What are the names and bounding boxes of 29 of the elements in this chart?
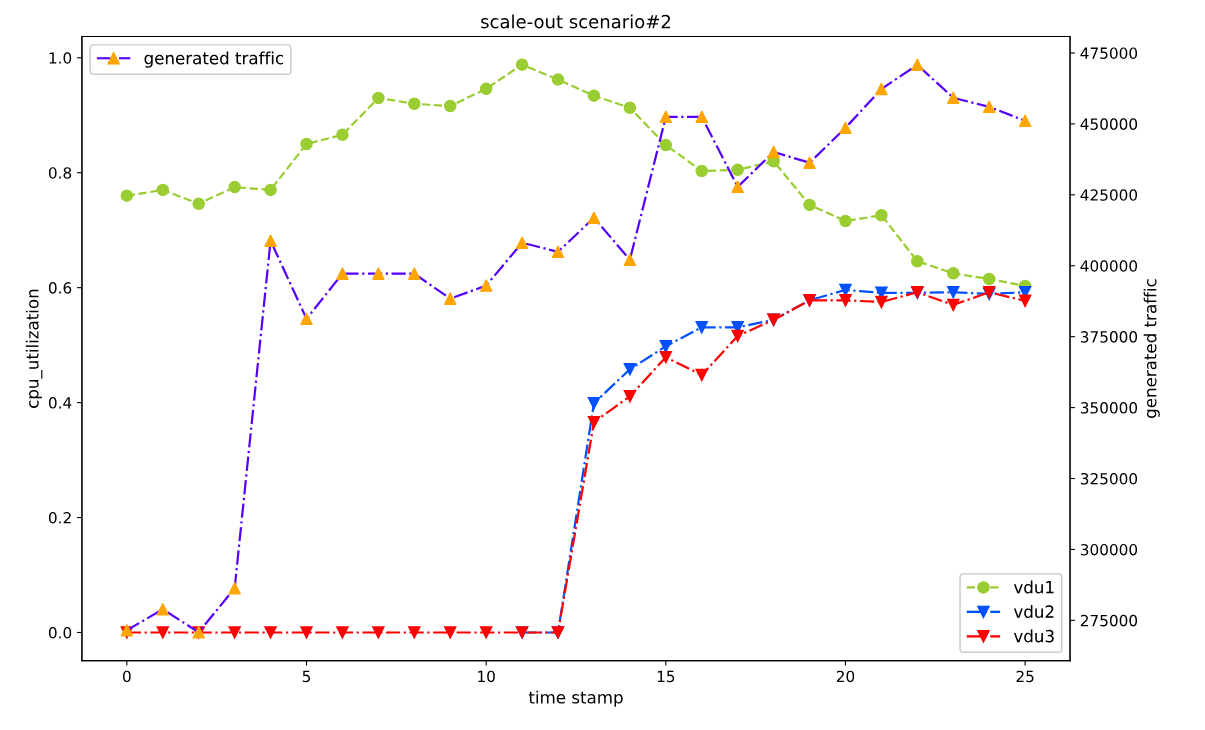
x-tick-label: 0 [123, 670, 131, 683]
legend-label: vdu3 [1013, 629, 1054, 643]
x-tick-label: 15 [657, 670, 675, 683]
y2-tick-label: 300000 [1080, 543, 1138, 556]
y2-tick-label: 425000 [1080, 189, 1138, 201]
legend-label: vdu2 [1013, 605, 1054, 618]
y-tick-label: 1.0 [49, 52, 72, 64]
y-tick-label: 0.8 [48, 167, 72, 179]
y2-tick-label: 475000 [1080, 47, 1138, 59]
x-tick-label: 25 [1016, 670, 1034, 683]
y2-tick-label: 400000 [1080, 260, 1138, 272]
y2-axis-title: generated traffic [1143, 279, 1160, 418]
y-tick-label: 0.4 [48, 397, 72, 409]
y2-tick-label: 325000 [1080, 472, 1138, 485]
y2-tick-label: 350000 [1080, 402, 1138, 414]
x-tick-label: 20 [836, 670, 855, 683]
x-tick-label: 5 [302, 670, 311, 683]
chart-title: scale-out scenario#2 [481, 14, 671, 29]
y-tick-label: 0.0 [48, 626, 72, 639]
y-tick-label: 0.2 [48, 512, 71, 524]
y-tick-label: 0.6 [48, 282, 72, 294]
legend-label: generated traffic [144, 51, 284, 68]
y2-tick-label: 450000 [1080, 118, 1138, 130]
y2-tick-label: 375000 [1080, 331, 1138, 343]
y2-tick-label: 275000 [1080, 614, 1138, 627]
x-axis-title: time stamp [528, 690, 623, 707]
y-axis-title: cpu_utilization [25, 289, 43, 408]
x-tick-label: 10 [478, 670, 495, 683]
legend-label: vdu1 [1013, 580, 1054, 594]
